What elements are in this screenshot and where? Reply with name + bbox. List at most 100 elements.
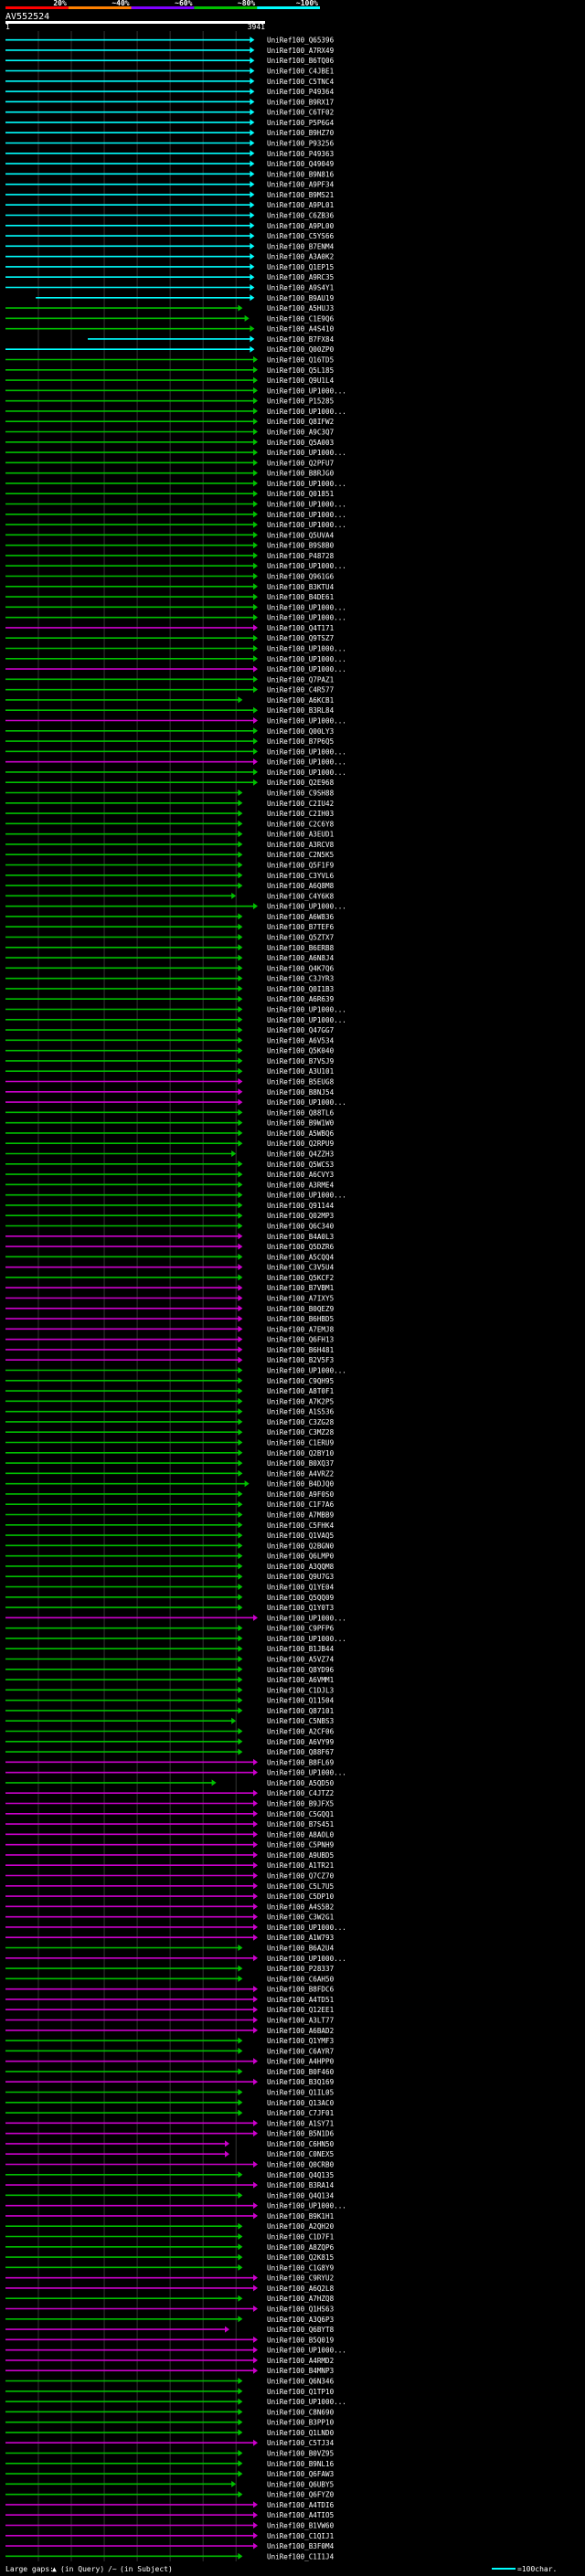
hit-label: UniRef100_A5QD50 (267, 1779, 335, 1787)
query-bar (5, 21, 265, 24)
hit-label: UniRef100_C5DP10 (267, 1892, 335, 1901)
hit-label: UniRef100_A6Q8M8 (267, 882, 335, 890)
hit-arrow (238, 2109, 243, 2116)
legend-label: ~80% (238, 0, 255, 7)
hit-arrow (250, 140, 255, 146)
hit-arrow (238, 1274, 243, 1281)
hit-arrow (238, 1192, 243, 1199)
hit-arrow (244, 1480, 250, 1488)
hit-arrow (238, 1500, 243, 1508)
hit-arrow (252, 583, 258, 590)
hit-label: UniRef100_A3EUD1 (267, 831, 335, 839)
hit-label: UniRef100_Q4T171 (267, 624, 335, 632)
hit-arrow (250, 109, 255, 116)
hit-label: UniRef100_A4RMD2 (267, 2357, 334, 2365)
hit-arrow (238, 1748, 243, 1755)
hit-arrow (238, 1284, 243, 1291)
hit-arrow (252, 675, 258, 683)
hit-label: UniRef100_UP1000... (267, 614, 346, 622)
hit-label: UniRef100_Q49049 (267, 160, 335, 168)
hit-label: UniRef100_Q87101 (267, 1707, 335, 1715)
hit-arrow (252, 480, 258, 487)
hit-arrow (238, 1604, 243, 1611)
hit-arrow (252, 1769, 258, 1776)
hit-arrow (252, 521, 258, 528)
hit-label: UniRef100_A6W836 (267, 913, 335, 921)
hit-label: UniRef100_UP1000... (267, 1016, 346, 1024)
hit-label: UniRef100_Q1VAQ5 (267, 1532, 334, 1540)
hit-arrow (252, 758, 258, 766)
hit-arrow (252, 459, 258, 466)
hit-label: UniRef100_UP1000... (267, 1006, 346, 1014)
hit-arrow (238, 975, 243, 982)
hit-arrow (238, 1078, 243, 1085)
hit-label: UniRef100_B3F0M4 (267, 2542, 335, 2550)
hit-arrow (238, 2316, 243, 2323)
hit-arrow (238, 964, 243, 971)
hit-label: UniRef100_C9SH88 (267, 790, 335, 798)
hit-label: UniRef100_P15285 (267, 398, 334, 406)
hit-label: UniRef100_C9PFP6 (267, 1625, 335, 1633)
hit-label: UniRef100_UP1000... (267, 387, 346, 395)
hit-label: UniRef100_B7VSJ9 (267, 1057, 335, 1065)
hit-label: UniRef100_A4S5B2 (267, 1903, 334, 1911)
hit-label: UniRef100_UP1000... (267, 903, 346, 911)
hit-arrow (238, 2470, 243, 2477)
hit-label: UniRef100_Q4K7Q6 (267, 964, 335, 972)
hit-label: UniRef100_B6A2U4 (267, 1945, 335, 1953)
hit-arrow (238, 1356, 243, 1363)
hit-arrow (252, 562, 258, 569)
hit-arrow (252, 2306, 258, 2312)
hit-label: UniRef100_Q6FAW3 (267, 2470, 334, 2478)
hit-arrow (252, 2119, 258, 2126)
hit-arrow (252, 2336, 258, 2343)
hit-arrow (252, 439, 258, 446)
hit-arrow (238, 1397, 243, 1405)
legend-label: ~40% (112, 0, 129, 7)
hit-label: UniRef100_B7FX84 (267, 335, 335, 344)
hit-label: UniRef100_B4DE61 (267, 593, 335, 601)
hit-arrow (238, 1676, 243, 1683)
hit-arrow (252, 2274, 258, 2282)
hit-label: UniRef100_B5Q019 (267, 2336, 335, 2344)
hit-label: UniRef100_C4JTZ2 (267, 1789, 334, 1797)
subject-gap-text: (in Subject) (120, 2565, 173, 2573)
hit-arrow (252, 614, 258, 621)
hit-label: UniRef100_Q2BY10 (267, 1449, 335, 1458)
hit-label: UniRef100_P48728 (267, 552, 335, 560)
hit-arrow (238, 1459, 243, 1467)
hit-arrow (250, 88, 255, 95)
hit-arrow (252, 2439, 258, 2446)
hit-arrow (238, 1418, 243, 1426)
hit-arrow (244, 314, 250, 322)
hit-label: UniRef100_C1DJL3 (267, 1686, 334, 1694)
hit-arrow (252, 1830, 258, 1838)
hit-arrow (231, 2480, 237, 2487)
scale-bar (492, 2568, 516, 2570)
hit-arrow (252, 2347, 258, 2354)
hit-label: UniRef100_C5FHK4 (267, 1521, 335, 1530)
hit-label: UniRef100_C6AH50 (267, 1975, 335, 1983)
hit-arrow (238, 1067, 243, 1075)
hit-arrow (252, 727, 258, 735)
hit-label: UniRef100_P49364 (267, 88, 335, 96)
hit-arrow (238, 985, 243, 992)
hit-label: UniRef100_P28337 (267, 1965, 334, 1973)
hit-arrow (238, 1036, 243, 1044)
hit-arrow (252, 769, 258, 776)
hit-label: UniRef100_C0NEX5 (267, 2150, 334, 2158)
hit-arrow (252, 408, 258, 415)
query-gap-glyph: ▲ (52, 2565, 57, 2573)
hit-arrow (238, 1728, 243, 1734)
hit-label: UniRef100_Q1YMF3 (267, 2037, 334, 2045)
hit-arrow (238, 2388, 243, 2395)
hit-arrow (238, 2408, 243, 2415)
hit-arrow (252, 2130, 258, 2137)
hit-label: UniRef100_UP1000... (267, 1955, 346, 1963)
hit-label: UniRef100_A6Q2L8 (267, 2284, 335, 2293)
hit-arrow (252, 1924, 258, 1931)
hit-label: UniRef100_Q00LY3 (267, 727, 334, 736)
hit-arrow (252, 1986, 258, 1993)
hit-arrow (238, 2398, 243, 2405)
